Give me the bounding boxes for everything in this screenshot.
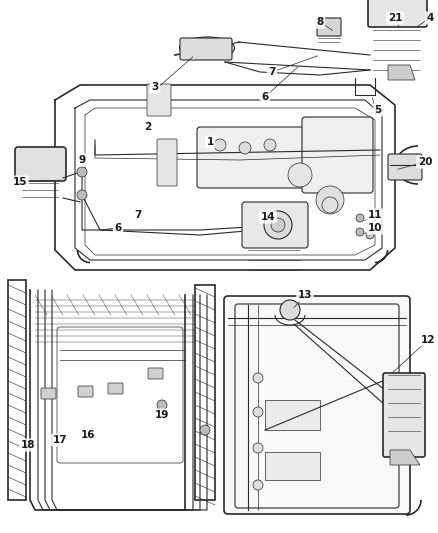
Circle shape: [253, 407, 263, 417]
FancyBboxPatch shape: [242, 202, 308, 248]
Text: 1: 1: [206, 137, 214, 147]
Text: 12: 12: [421, 335, 435, 345]
Circle shape: [77, 167, 87, 177]
Text: 6: 6: [261, 92, 268, 102]
Text: 16: 16: [81, 430, 95, 440]
Circle shape: [366, 231, 374, 239]
Text: 8: 8: [316, 17, 324, 27]
FancyBboxPatch shape: [148, 368, 163, 379]
Text: 10: 10: [368, 223, 382, 233]
Circle shape: [239, 142, 251, 154]
Circle shape: [157, 400, 167, 410]
Polygon shape: [390, 450, 420, 465]
Text: 18: 18: [21, 440, 35, 450]
FancyBboxPatch shape: [383, 373, 425, 457]
Bar: [265, 452, 320, 480]
FancyBboxPatch shape: [147, 84, 171, 116]
FancyBboxPatch shape: [224, 296, 410, 514]
FancyBboxPatch shape: [15, 147, 66, 181]
Circle shape: [253, 373, 263, 383]
Text: 3: 3: [152, 82, 159, 92]
Text: 13: 13: [298, 290, 312, 300]
Text: 7: 7: [268, 67, 276, 77]
Polygon shape: [388, 65, 415, 80]
Circle shape: [280, 300, 300, 320]
FancyBboxPatch shape: [78, 386, 93, 397]
FancyBboxPatch shape: [180, 38, 232, 60]
Text: 6: 6: [114, 223, 122, 233]
Bar: [8, 280, 26, 500]
Circle shape: [253, 443, 263, 453]
Text: 14: 14: [261, 212, 276, 222]
Text: 7: 7: [134, 210, 141, 220]
Circle shape: [253, 480, 263, 490]
FancyBboxPatch shape: [388, 154, 422, 180]
Circle shape: [77, 190, 87, 200]
Bar: [265, 400, 320, 430]
FancyBboxPatch shape: [302, 117, 373, 193]
Circle shape: [356, 214, 364, 222]
Text: 21: 21: [388, 13, 402, 23]
Text: 17: 17: [53, 435, 67, 445]
Bar: [195, 285, 215, 500]
Text: 19: 19: [155, 410, 169, 420]
Text: 4: 4: [426, 13, 434, 23]
Circle shape: [288, 163, 312, 187]
FancyBboxPatch shape: [368, 0, 427, 27]
FancyBboxPatch shape: [157, 139, 177, 186]
FancyBboxPatch shape: [317, 18, 341, 36]
Text: 20: 20: [418, 157, 432, 167]
Text: 11: 11: [368, 210, 382, 220]
Circle shape: [264, 139, 276, 151]
FancyBboxPatch shape: [108, 383, 123, 394]
Circle shape: [264, 211, 292, 239]
Text: 9: 9: [78, 155, 85, 165]
Text: 5: 5: [374, 105, 381, 115]
FancyBboxPatch shape: [41, 388, 56, 399]
Circle shape: [200, 425, 210, 435]
Circle shape: [271, 218, 285, 232]
Text: 2: 2: [145, 122, 152, 132]
FancyBboxPatch shape: [197, 127, 323, 188]
Text: 15: 15: [13, 177, 27, 187]
Circle shape: [322, 197, 338, 213]
Circle shape: [214, 139, 226, 151]
Circle shape: [316, 186, 344, 214]
Circle shape: [356, 228, 364, 236]
Ellipse shape: [180, 37, 234, 59]
